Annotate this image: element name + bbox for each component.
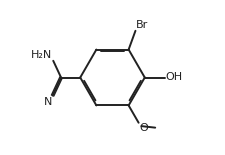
Text: Br: Br — [136, 20, 148, 30]
Text: N: N — [43, 97, 52, 107]
Text: OH: OH — [166, 73, 183, 82]
Text: H₂N: H₂N — [31, 50, 52, 60]
Text: O: O — [139, 123, 148, 133]
